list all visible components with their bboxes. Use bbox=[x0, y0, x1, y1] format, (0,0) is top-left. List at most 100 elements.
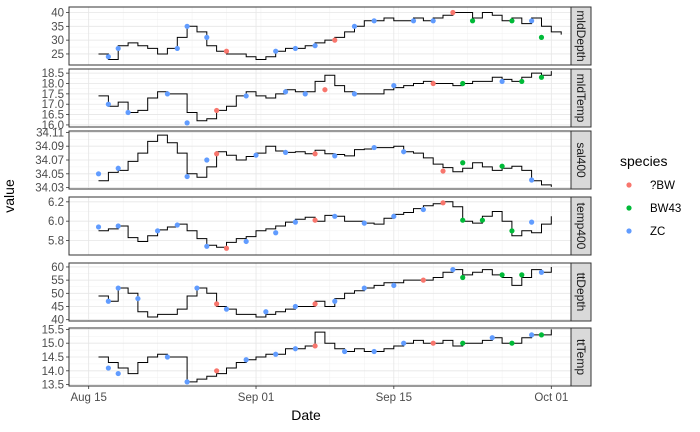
legend-label: ?BW bbox=[650, 180, 675, 192]
point-ZC bbox=[115, 285, 121, 291]
y-tick-label: 15.5 bbox=[42, 324, 64, 336]
y-tick-label: 34.09 bbox=[35, 141, 64, 153]
y-tick-label: 16.5 bbox=[42, 110, 64, 122]
y-axis-title: value bbox=[1, 179, 17, 213]
legend-title: species bbox=[620, 153, 667, 169]
point-BW43 bbox=[519, 78, 525, 85]
facet-strip bbox=[570, 68, 592, 128]
facet-temp400: 5.8 6.0 6.2 temp400 bbox=[48, 196, 592, 256]
legend: species ?BW BW43 ZC bbox=[620, 153, 681, 238]
facet-ttTemp: 13.5 14.0 14.5 15.0 15.5 ttTemp bbox=[42, 324, 592, 392]
point-ZC bbox=[243, 357, 249, 363]
point-BW43 bbox=[499, 163, 505, 169]
point-ZC bbox=[282, 89, 289, 95]
point-BW43 bbox=[499, 272, 505, 278]
facet-strip bbox=[570, 262, 592, 322]
point-BW43 bbox=[509, 18, 515, 24]
point-ZC bbox=[115, 370, 121, 377]
y-tick-label: 16.0 bbox=[42, 120, 64, 132]
point-ZC bbox=[105, 54, 111, 60]
y-tick-label: 35 bbox=[51, 21, 64, 33]
facet-strip-label: mldDepth bbox=[574, 10, 588, 61]
legend-key-?BW bbox=[626, 182, 632, 188]
point-ZC bbox=[292, 303, 298, 310]
point-ZC bbox=[174, 222, 180, 228]
point-ZC bbox=[184, 23, 190, 29]
point-?BW bbox=[430, 80, 436, 87]
point-?BW bbox=[312, 151, 318, 157]
point-?BW bbox=[312, 301, 318, 307]
y-tick-label: 34.11 bbox=[36, 127, 64, 139]
panel-background bbox=[69, 197, 571, 255]
y-tick-label: 15.0 bbox=[42, 338, 64, 350]
y-tick-label: 40 bbox=[51, 315, 64, 327]
facet-strip-label: sal400 bbox=[574, 142, 588, 178]
point-ZC bbox=[391, 213, 397, 219]
point-BW43 bbox=[460, 217, 466, 223]
point-BW43 bbox=[538, 34, 545, 40]
point-ZC bbox=[204, 157, 210, 163]
series-line bbox=[98, 134, 552, 187]
point-?BW bbox=[332, 37, 338, 43]
point-ZC bbox=[95, 171, 102, 177]
y-tick-label: 55 bbox=[51, 275, 64, 287]
point-?BW bbox=[214, 301, 220, 307]
point-ZC bbox=[391, 282, 397, 289]
point-ZC bbox=[361, 220, 367, 226]
point-?BW bbox=[223, 48, 230, 54]
point-ZC bbox=[164, 91, 171, 97]
y-tick-label: 17.0 bbox=[42, 99, 64, 111]
point-ZC bbox=[302, 91, 308, 97]
y-tick-label: 34.05 bbox=[35, 169, 64, 181]
point-ZC bbox=[361, 285, 367, 291]
point-BW43 bbox=[460, 274, 466, 281]
point-BW43 bbox=[538, 74, 545, 80]
x-tick-label: Sep 01 bbox=[238, 392, 274, 404]
point-ZC bbox=[194, 285, 200, 291]
point-ZC bbox=[351, 23, 358, 29]
legend-label: BW43 bbox=[650, 203, 681, 215]
point-?BW bbox=[214, 107, 220, 114]
y-tick-label: 6.2 bbox=[48, 197, 64, 209]
point-ZC bbox=[292, 346, 298, 352]
point-ZC bbox=[529, 177, 535, 183]
facet-strip-label: mldTemp bbox=[574, 74, 588, 123]
y-tick-label: 40 bbox=[51, 8, 64, 20]
facet-strip bbox=[570, 327, 592, 387]
point-ZC bbox=[154, 228, 161, 234]
point-ZC bbox=[332, 298, 338, 304]
point-ZC bbox=[371, 18, 377, 24]
point-BW43 bbox=[509, 340, 515, 346]
y-tick-label: 60 bbox=[51, 262, 64, 274]
point-?BW bbox=[223, 245, 230, 251]
point-?BW bbox=[312, 343, 318, 349]
point-ZC bbox=[371, 348, 377, 355]
point-ZC bbox=[332, 153, 338, 159]
facet-sal400: 34.03 34.05 34.07 34.09 34.11 sal400 bbox=[35, 127, 592, 195]
point-BW43 bbox=[460, 160, 466, 166]
point-ZC bbox=[105, 298, 111, 304]
point-?BW bbox=[214, 151, 220, 157]
x-axis-title: Date bbox=[291, 407, 321, 423]
point-ZC bbox=[135, 295, 141, 302]
legend-items: ?BW BW43 ZC bbox=[626, 180, 681, 238]
point-ZC bbox=[115, 165, 121, 171]
point-?BW bbox=[322, 87, 328, 93]
point-ZC bbox=[243, 238, 249, 245]
point-ZC bbox=[430, 18, 436, 24]
point-ZC bbox=[273, 230, 279, 236]
y-tick-label: 17.5 bbox=[42, 89, 64, 101]
point-?BW bbox=[440, 200, 446, 206]
point-ZC bbox=[342, 348, 348, 355]
point-?BW bbox=[430, 340, 436, 346]
y-tick-label: 18.5 bbox=[42, 68, 64, 80]
y-tick-label: 6.0 bbox=[48, 216, 64, 228]
point-?BW bbox=[420, 277, 426, 283]
point-ZC bbox=[273, 48, 279, 54]
point-ZC bbox=[253, 152, 259, 158]
point-ZC bbox=[401, 340, 407, 346]
point-ZC bbox=[538, 269, 545, 275]
